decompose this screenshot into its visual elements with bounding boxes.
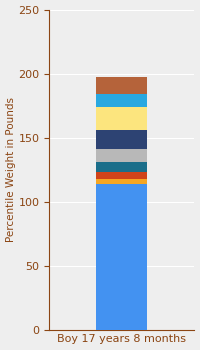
Bar (96, 162, 147, 172)
Bar (96, 184, 147, 330)
Bar (96, 94, 147, 107)
Bar (96, 149, 147, 162)
Bar (96, 77, 147, 94)
Y-axis label: Percentile Weight in Pounds: Percentile Weight in Pounds (6, 97, 16, 242)
Bar (96, 107, 147, 130)
Bar (96, 130, 147, 149)
Bar (96, 178, 147, 184)
Bar (96, 172, 147, 178)
